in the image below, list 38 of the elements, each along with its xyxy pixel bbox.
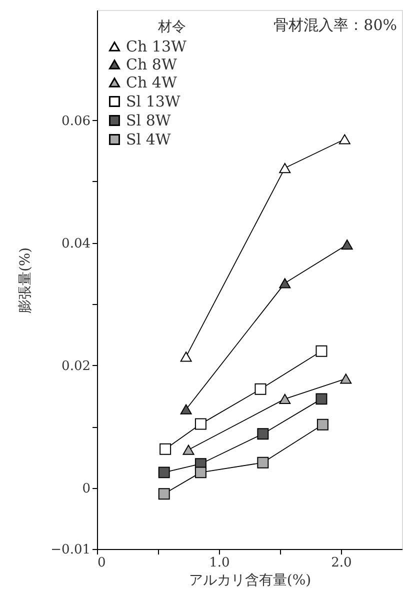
point (316, 345, 328, 357)
legend-label: Ch 8W (126, 56, 178, 74)
y-axis-title: 膨張量(%) (18, 247, 34, 314)
x-axis-title: アルカリ含有量(%) (188, 572, 312, 588)
annotation: 骨材混入率：80% (274, 16, 397, 34)
point (338, 134, 350, 144)
legend-label: Ch 13W (126, 38, 187, 56)
point (194, 418, 206, 430)
point (160, 443, 172, 455)
point (257, 456, 269, 468)
point (182, 444, 194, 455)
y-tick-label: −0.01 (50, 542, 90, 558)
x-tick-label: 0 (98, 556, 106, 570)
x-tick-label: 2.0 (331, 556, 352, 570)
y-tick-label: 0 (82, 481, 90, 496)
point (316, 393, 328, 405)
point (279, 162, 291, 174)
point (316, 418, 328, 430)
point (279, 394, 291, 404)
legend-label: Sl 13W (126, 92, 181, 110)
point (158, 488, 170, 500)
y-tick-label: 0.06 (62, 114, 90, 129)
point (341, 240, 353, 250)
legend-title: 材令 (157, 19, 186, 35)
legend-label: Sl 8W (126, 112, 172, 130)
point (180, 404, 192, 414)
point (340, 374, 352, 384)
point (279, 278, 291, 288)
legend-label: Sl 4W (126, 130, 172, 148)
legend-label: Ch 4W (126, 74, 178, 92)
point (254, 383, 266, 395)
x-tick-label: 1.0 (209, 556, 230, 570)
point (180, 352, 192, 362)
point (158, 466, 170, 478)
y-tick-label: 0.04 (62, 236, 90, 252)
y-tick-label: 0.02 (62, 358, 90, 374)
point (194, 466, 206, 478)
point (257, 428, 269, 440)
